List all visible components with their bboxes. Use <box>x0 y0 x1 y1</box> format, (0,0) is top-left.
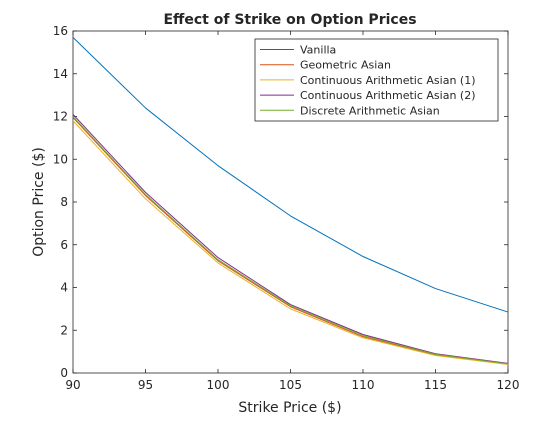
y-axis-label: Option Price ($) <box>31 147 47 257</box>
series-line-1 <box>72 37 509 313</box>
y-tick-label: 14 <box>53 67 68 81</box>
y-tick-label: 8 <box>60 195 68 209</box>
legend-label: Continuous Arithmetic Asian (1) <box>300 74 476 87</box>
x-tick-label: 100 <box>207 378 230 392</box>
legend-box <box>254 38 499 122</box>
x-tick-label: 120 <box>497 378 520 392</box>
x-tick-label: 115 <box>424 378 447 392</box>
y-tick-label: 6 <box>60 238 68 252</box>
chart-title: Effect of Strike on Option Prices <box>163 12 416 28</box>
y-tick-label: 4 <box>60 281 68 295</box>
series-line-4 <box>72 114 509 364</box>
y-tick-label: 12 <box>53 110 68 124</box>
y-tick-label: 10 <box>53 152 68 166</box>
x-tick-label: 90 <box>65 378 80 392</box>
legend-label: Discrete Arithmetic Asian <box>300 104 440 117</box>
legend-label: Vanilla <box>300 44 336 57</box>
x-axis-label: Strike Price ($) <box>238 400 341 416</box>
y-tick-label: 0 <box>60 366 68 380</box>
series-line-5 <box>72 116 509 365</box>
x-tick-label: 95 <box>138 378 153 392</box>
legend-label: Geometric Asian <box>300 59 391 72</box>
x-tick-label: 105 <box>279 378 302 392</box>
series-line-3 <box>72 120 509 365</box>
legend-label: Continuous Arithmetic Asian (2) <box>300 89 476 102</box>
legend: Vanilla Geometric Asian Continuous Arithme… <box>254 38 499 122</box>
y-tick-label: 16 <box>53 24 68 38</box>
x-tick-label: 110 <box>352 378 375 392</box>
y-tick-label: 2 <box>60 323 68 337</box>
